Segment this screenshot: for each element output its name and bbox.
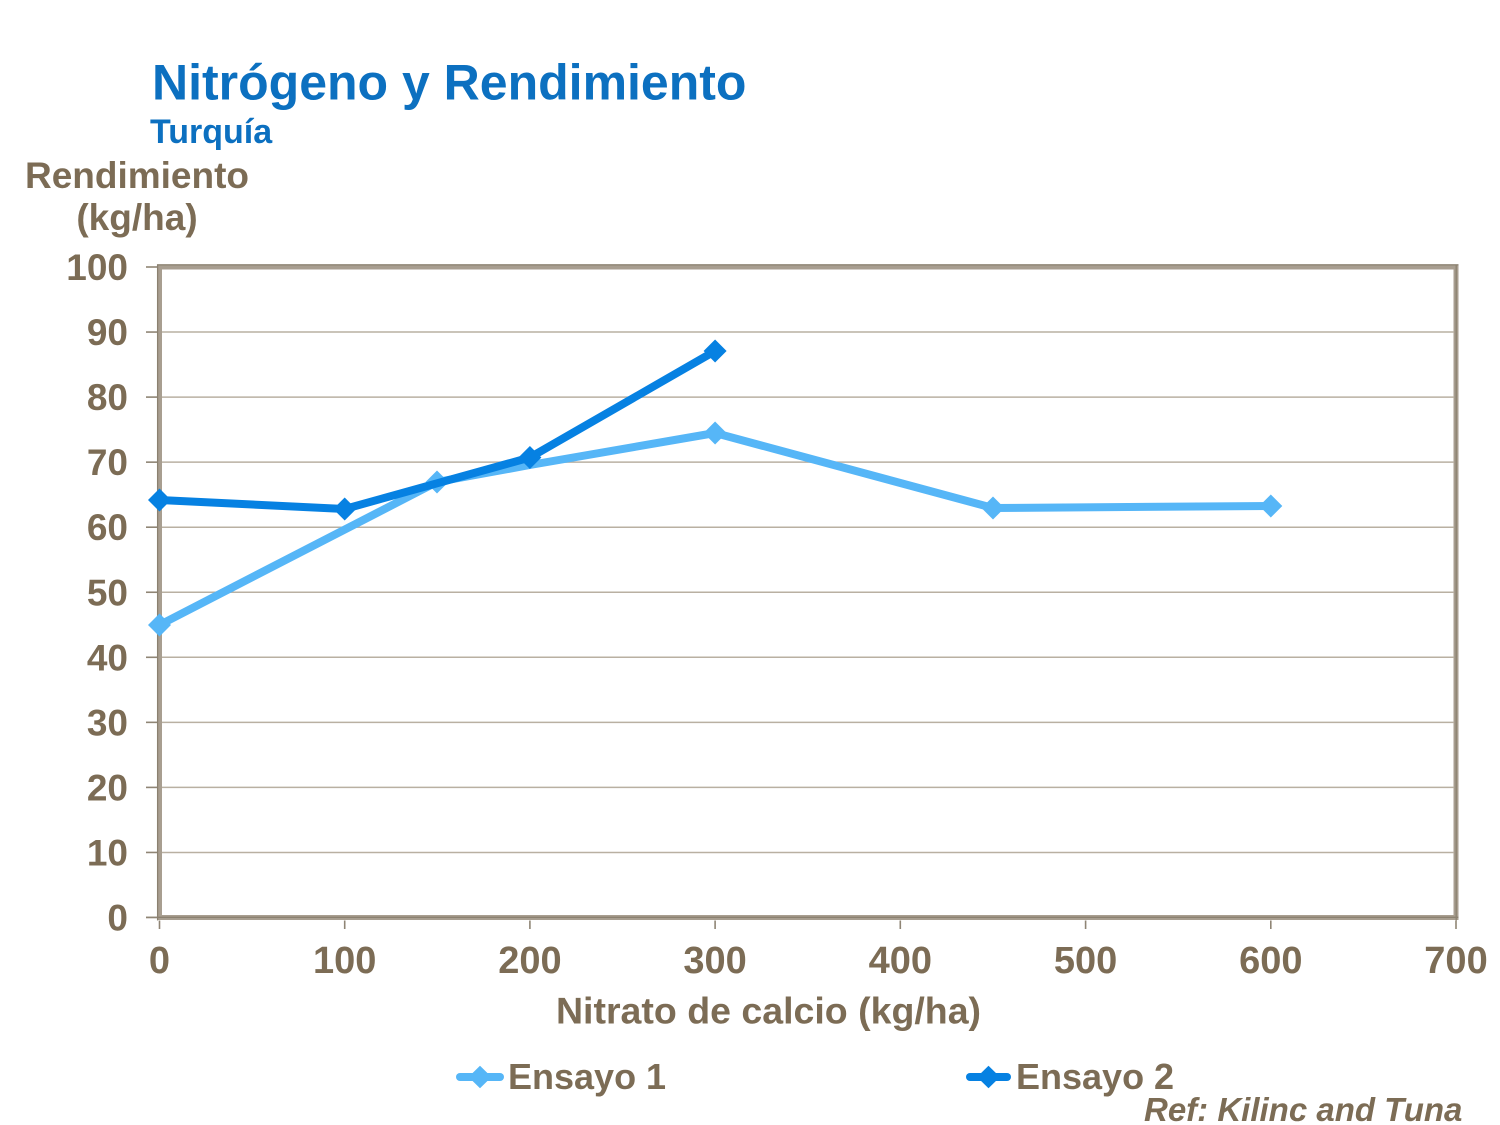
svg-text:40: 40 xyxy=(87,637,128,678)
svg-text:90: 90 xyxy=(87,312,128,353)
svg-text:600: 600 xyxy=(1239,940,1302,982)
svg-text:30: 30 xyxy=(87,702,128,743)
svg-text:Turquía: Turquía xyxy=(150,113,273,151)
svg-text:Nitrato de calcio (kg/ha): Nitrato de calcio (kg/ha) xyxy=(556,990,981,1032)
svg-text:0: 0 xyxy=(149,940,170,982)
svg-text:Nitrógeno y Rendimiento: Nitrógeno y Rendimiento xyxy=(152,55,746,111)
svg-text:20: 20 xyxy=(87,767,128,808)
svg-text:80: 80 xyxy=(87,377,128,418)
svg-text:700: 700 xyxy=(1424,940,1487,982)
svg-text:60: 60 xyxy=(87,507,128,548)
svg-text:Rendimiento: Rendimiento xyxy=(25,155,249,196)
svg-text:70: 70 xyxy=(87,442,128,483)
svg-text:Ref: Kilinc and Tuna: Ref: Kilinc and Tuna xyxy=(1144,1091,1462,1125)
svg-text:200: 200 xyxy=(498,940,561,982)
svg-text:Ensayo 2: Ensayo 2 xyxy=(1016,1056,1174,1097)
svg-text:500: 500 xyxy=(1054,940,1117,982)
svg-text:Ensayo 1: Ensayo 1 xyxy=(508,1056,666,1097)
svg-text:300: 300 xyxy=(683,940,746,982)
svg-text:100: 100 xyxy=(66,247,128,288)
svg-text:400: 400 xyxy=(869,940,932,982)
svg-text:10: 10 xyxy=(87,832,128,873)
svg-text:50: 50 xyxy=(87,572,128,613)
svg-text:0: 0 xyxy=(107,898,128,939)
svg-text:(kg/ha): (kg/ha) xyxy=(76,197,197,238)
svg-text:100: 100 xyxy=(313,940,376,982)
